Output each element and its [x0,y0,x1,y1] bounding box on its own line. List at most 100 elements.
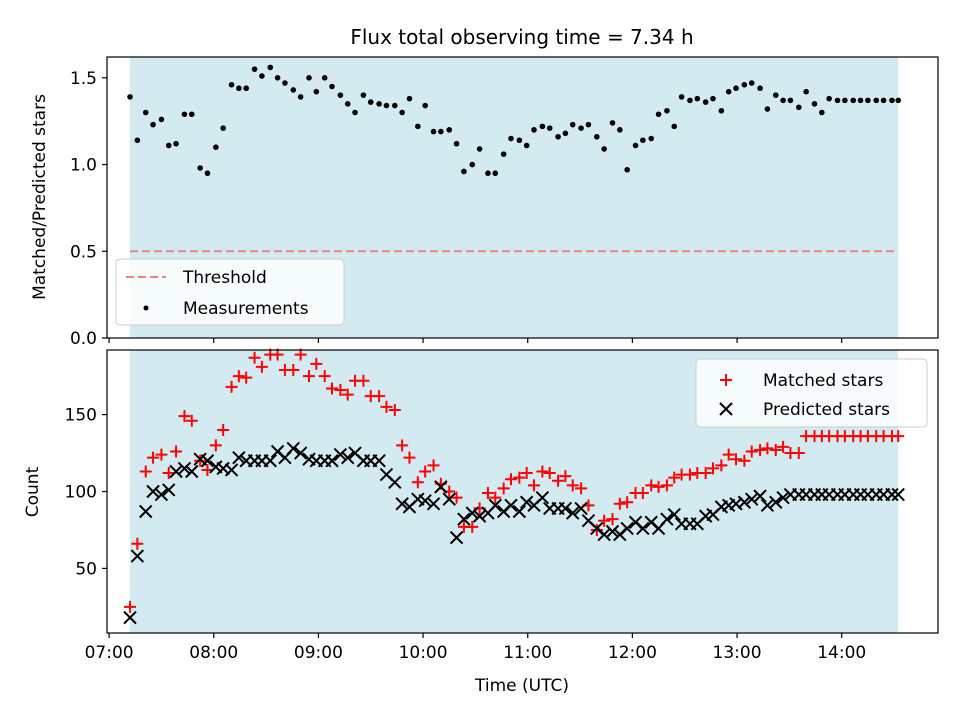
measurement-point [865,97,871,104]
predicted-star-point [333,447,348,462]
measurement-point [772,92,779,98]
measurement-point [531,127,537,133]
matched-star-point [645,479,658,492]
count-y-label: Count [23,466,43,517]
predicted-star-point [558,501,573,516]
matched-star-point [566,479,579,492]
measurement-point [476,146,483,152]
matched-star-point [139,465,152,478]
predicted-star-point [442,492,456,506]
y-tick-label: 0.5 [70,242,97,262]
measurement-point [290,87,297,93]
measurement-point [757,85,763,92]
count-y-ticks: 50 100 150 [65,406,107,579]
predicted-star-point [566,506,580,520]
matched-star-point [403,451,416,464]
measurement-point [842,97,848,104]
measurement-point [609,120,616,126]
predicted-star-point [162,483,176,497]
matched-star-point [520,467,533,480]
matched-star-point [450,491,463,504]
matched-star-point [613,497,626,510]
measurement-point [321,75,328,81]
measurement-point [329,83,335,90]
measurement-point [181,111,188,118]
predicted-star-point [395,497,409,511]
matched-star-point [155,448,168,461]
matched-star-point [294,348,307,361]
measurement-point [453,140,460,147]
measurement-point [158,116,165,123]
measurement-point [344,101,351,107]
predicted-star-point [146,484,160,499]
measurement-point [803,88,809,95]
matched-star-point [528,479,541,492]
measurement-point [562,130,569,137]
legend-threshold-label: Threshold [182,268,267,288]
matched-star-point [497,482,510,495]
measurement-point [880,97,887,104]
matched-star-point [715,459,728,472]
x-tick-label: 09:00 [294,643,343,663]
matched-star-point [792,447,805,460]
predicted-stars-points [123,441,905,625]
matched-star-point [730,453,743,466]
measurement-point [438,128,444,135]
matched-star-point [543,467,556,480]
measurement-point [469,161,476,168]
measurement-point [213,144,219,150]
predicted-star-point [154,487,169,502]
predicted-star-point [232,450,246,465]
measurement-point [632,142,639,149]
matched-star-point [481,487,494,500]
predicted-star-point [891,487,905,502]
matched-star-point [552,474,565,487]
predicted-star-point [769,495,783,509]
measurement-point [337,92,344,98]
measurement-point [142,109,149,116]
measurement-point [889,97,895,104]
matched-star-point [318,370,331,383]
predicted-star-point [286,441,301,456]
measurement-point [655,111,662,118]
measurement-point [197,165,203,171]
measurement-point [383,102,390,109]
measurement-point [601,146,607,152]
count-panel: 50 100 150 07:00 08:00 09:00 10:00 11:00 12:00 1… [23,348,939,663]
count-legend-box [695,358,928,428]
predicted-star-point [519,495,534,509]
measurement-point [188,111,195,118]
measurement-points [127,64,902,177]
matched-star-point [652,480,665,493]
measurement-point [546,125,553,131]
measurement-point [508,135,514,142]
measurement-point [243,85,249,92]
predicted-star-point [885,487,899,502]
matched-star-point [636,487,649,500]
legend-matched-swatch [720,374,732,386]
matched-star-point [194,454,207,467]
measurement-point [134,137,141,144]
predicted-star-point [737,495,752,509]
matched-star-point [466,520,479,533]
y-tick-label: 1.5 [70,69,97,89]
matched-star-point [411,476,424,489]
measurement-point [392,102,398,109]
measurement-point [523,142,530,149]
matched-star-point [598,514,611,527]
measurement-point [578,125,584,131]
measurement-point [251,66,258,72]
measurement-point [352,109,358,116]
matched-star-point [754,443,767,456]
matched-star-point [513,471,526,484]
predicted-star-point [426,497,441,511]
matched-star-point [396,439,409,452]
matched-star-point [373,390,386,403]
measurement-point [585,121,592,128]
measurement-point [648,135,655,142]
measurement-point [313,88,320,95]
predicted-star-point [535,490,550,505]
matched-star-point [777,440,790,453]
measurement-point [367,99,374,105]
predicted-star-point [760,498,775,513]
